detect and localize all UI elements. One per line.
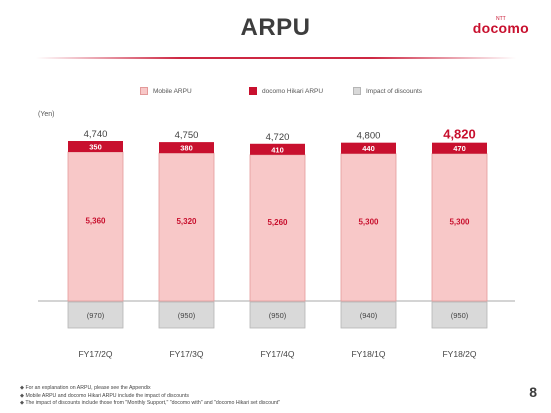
data-label-discount-impact: (940) — [360, 311, 378, 320]
data-label-mobile-arpu: 5,320 — [176, 217, 197, 226]
bar-discount-impact — [431, 301, 488, 329]
bar-mobile-arpu — [340, 153, 397, 302]
page-title: ARPU — [240, 14, 311, 41]
footnotes: For an explanation on ARPU, please see t… — [20, 385, 280, 408]
legend-item-discount: Impact of discounts — [353, 87, 422, 95]
total-arpu-label: 4,720 — [266, 132, 290, 143]
bar-mobile-arpu — [431, 153, 488, 302]
bar-hikari-arpu — [250, 143, 305, 155]
y-unit-label: (Yen) — [38, 111, 55, 118]
x-category-label: FY17/2Q — [78, 349, 112, 359]
footnote-3: The impact of discounts include those fr… — [20, 400, 280, 408]
bar-mobile-arpu — [67, 151, 124, 302]
x-category-label: FY17/3Q — [169, 349, 203, 359]
legend-label-hikari: docomo Hikari ARPU — [262, 87, 324, 95]
footnote-1: For an explanation on ARPU, please see t… — [20, 385, 280, 393]
total-arpu-label: 4,800 — [357, 131, 381, 142]
legend-swatch-hikari — [249, 87, 257, 95]
chart-legend: Mobile ARPU docomo Hikari ARPU Impact of… — [0, 87, 551, 99]
data-label-hikari-arpu: 440 — [362, 144, 375, 153]
bar-discount-impact — [249, 301, 306, 329]
bar-mobile-arpu — [249, 154, 306, 302]
bar-hikari-arpu — [341, 142, 396, 154]
docomo-logo: NTT docomo — [473, 16, 529, 38]
total-arpu-label: 4,750 — [175, 130, 199, 141]
data-label-hikari-arpu: 470 — [453, 144, 466, 153]
title-divider — [36, 57, 516, 59]
data-label-discount-impact: (970) — [87, 311, 105, 320]
data-label-hikari-arpu: 380 — [180, 144, 193, 153]
footnote-2: Mobile ARPU and docomo Hikari ARPU inclu… — [20, 393, 280, 401]
data-label-hikari-arpu: 410 — [271, 145, 284, 154]
legend-item-mobile: Mobile ARPU — [140, 87, 192, 95]
legend-item-hikari: docomo Hikari ARPU — [249, 87, 323, 95]
data-label-discount-impact: (950) — [269, 311, 287, 320]
bar-hikari-arpu — [432, 142, 487, 154]
x-category-label: FY17/4Q — [260, 349, 294, 359]
bar-discount-impact — [67, 301, 124, 329]
bar-discount-impact — [158, 301, 215, 329]
bar-hikari-arpu — [159, 142, 214, 154]
legend-swatch-discount — [353, 87, 361, 95]
legend-label-mobile: Mobile ARPU — [153, 87, 192, 95]
total-arpu-label: 4,820 — [443, 127, 476, 142]
data-label-hikari-arpu: 350 — [89, 143, 102, 152]
data-label-discount-impact: (950) — [451, 311, 469, 320]
logo-ntt-text: NTT — [496, 16, 506, 22]
bar-hikari-arpu — [68, 141, 123, 152]
logo-brand-text: docomo — [472, 20, 529, 36]
data-label-mobile-arpu: 5,360 — [85, 217, 106, 226]
data-label-discount-impact: (950) — [178, 311, 196, 320]
x-category-label: FY18/1Q — [351, 349, 385, 359]
bar-mobile-arpu — [158, 152, 215, 302]
legend-label-discount: Impact of discounts — [366, 87, 422, 95]
x-category-label: FY18/2Q — [442, 349, 476, 359]
total-arpu-label: 4,740 — [84, 129, 108, 140]
data-label-mobile-arpu: 5,300 — [449, 217, 470, 226]
data-label-mobile-arpu: 5,260 — [267, 218, 288, 227]
page-number: 8 — [529, 384, 537, 400]
bar-discount-impact — [340, 301, 397, 329]
data-label-mobile-arpu: 5,300 — [358, 217, 379, 226]
legend-swatch-mobile — [140, 87, 148, 95]
